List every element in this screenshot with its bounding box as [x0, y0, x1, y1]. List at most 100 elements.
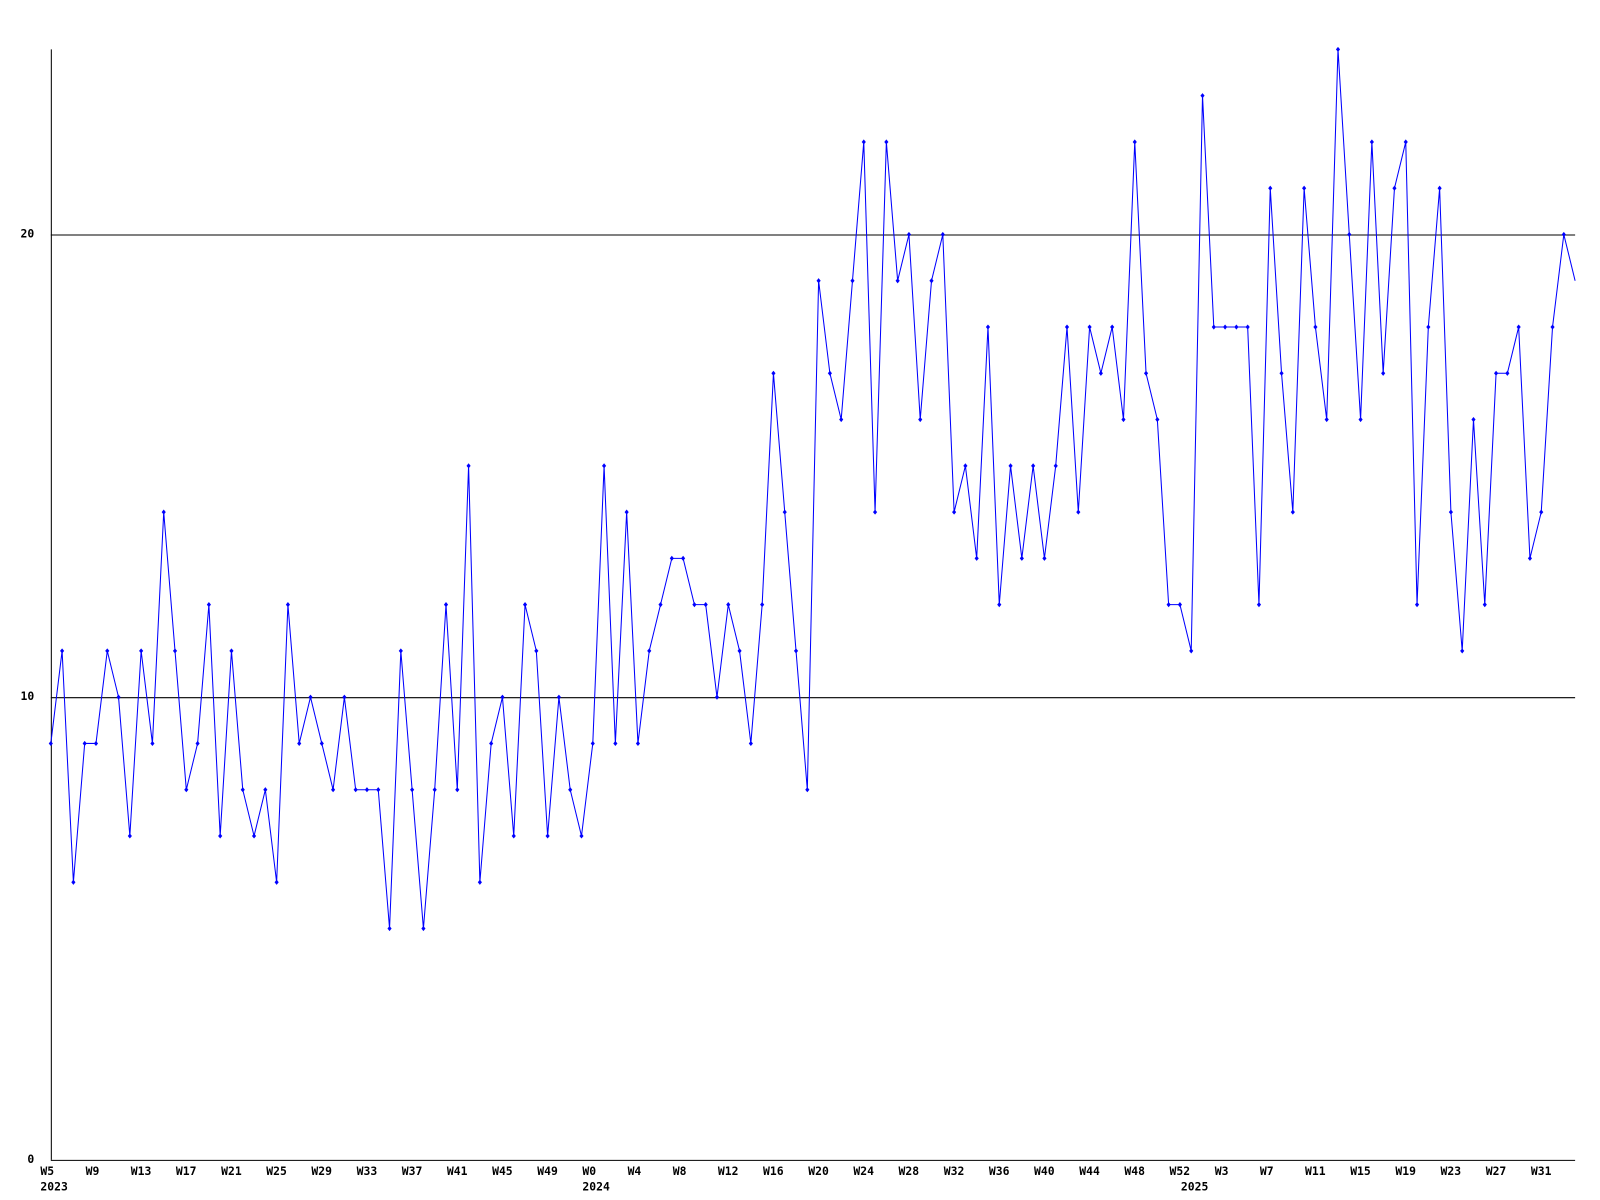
point [1460, 648, 1465, 654]
point [534, 648, 539, 654]
x-tick-label: W41 [447, 1164, 468, 1178]
point [1110, 324, 1115, 330]
point [150, 740, 155, 747]
point [1426, 324, 1431, 330]
point [1392, 185, 1397, 191]
point [1031, 463, 1036, 469]
point [748, 740, 753, 747]
y-tick-label: 10 [20, 689, 34, 703]
point [1516, 324, 1521, 330]
point [1471, 416, 1476, 423]
point [161, 509, 166, 515]
x-tick-label: W4 [628, 1164, 642, 1178]
x-tick-label: W3 [1215, 1164, 1229, 1178]
x-tick-label: W52 [1170, 1164, 1191, 1178]
x-tick-label: W0 [582, 1164, 596, 1178]
point [1143, 370, 1149, 376]
point [82, 740, 87, 747]
x-tick-label: W17 [176, 1164, 197, 1178]
line [50, 49, 1576, 929]
point [195, 740, 200, 747]
x-tick-label: W12 [718, 1164, 739, 1178]
x-tick-label: W15 [1350, 1164, 1371, 1178]
point [613, 740, 618, 747]
point [1539, 509, 1544, 515]
x-tick-label: W16 [763, 1164, 784, 1178]
x-tick-label: W33 [357, 1164, 378, 1178]
point [116, 694, 121, 700]
x-tick-label: W5 [40, 1164, 54, 1178]
point [861, 139, 866, 145]
point [1358, 416, 1363, 423]
point [229, 648, 234, 654]
point [421, 925, 426, 932]
x-tick-label: W9 [86, 1164, 100, 1178]
point [319, 740, 324, 747]
point [1132, 139, 1137, 145]
point [1245, 324, 1250, 330]
x-tick-label: W32 [944, 1164, 965, 1178]
point [1494, 370, 1499, 376]
point [1290, 509, 1295, 515]
point [590, 740, 595, 747]
point [60, 648, 65, 654]
x-tick-label: W37 [402, 1164, 423, 1178]
x-tick-label: W11 [1305, 1164, 1326, 1178]
x-year-label: 2024 [582, 1180, 610, 1194]
x-tick-label: W44 [1079, 1164, 1100, 1178]
x-tick-label: W23 [1441, 1164, 1462, 1178]
x-tick-label: W27 [1486, 1164, 1507, 1178]
point [342, 694, 347, 700]
x-tick-label: W36 [989, 1164, 1010, 1178]
x-tick-label: W20 [808, 1164, 829, 1178]
x-tick-label: W24 [853, 1164, 874, 1178]
x-tick-label: W48 [1124, 1164, 1145, 1178]
x-tick-label: W31 [1531, 1164, 1552, 1178]
point [1076, 509, 1081, 515]
x-year-label: 2023 [40, 1180, 68, 1194]
point [218, 833, 223, 839]
y-tick-label: 20 [20, 227, 34, 241]
point [1268, 185, 1273, 191]
x-year-label: 2025 [1181, 1180, 1209, 1194]
point [1369, 139, 1374, 145]
point [251, 833, 257, 839]
y-tick-label: 0 [27, 1152, 34, 1166]
point [93, 740, 99, 747]
x-tick-label: W28 [899, 1164, 920, 1178]
point [918, 416, 923, 423]
point [974, 555, 979, 561]
point [1200, 93, 1205, 99]
point [1064, 324, 1070, 330]
point [839, 416, 844, 423]
point [940, 231, 945, 238]
point [139, 648, 144, 654]
point [1347, 231, 1352, 238]
point [1189, 648, 1194, 654]
point [1437, 185, 1442, 191]
point [1527, 555, 1533, 561]
point [669, 555, 674, 561]
x-tick-label: W49 [537, 1164, 558, 1178]
point [1550, 324, 1555, 330]
point [105, 648, 110, 654]
x-tick-label: W40 [1034, 1164, 1055, 1178]
x-tick-label: W21 [221, 1164, 242, 1178]
point [1087, 324, 1092, 330]
point [172, 648, 178, 654]
point [1053, 463, 1058, 469]
x-tick-label: W45 [492, 1164, 513, 1178]
x-tick-label: W8 [673, 1164, 687, 1178]
point [1098, 370, 1103, 376]
point [1381, 370, 1386, 376]
x-tick-label: W29 [311, 1164, 332, 1178]
point [1121, 416, 1126, 423]
point [624, 509, 629, 515]
point [1313, 324, 1318, 330]
point [500, 694, 505, 700]
point [1279, 370, 1284, 376]
point [1324, 416, 1329, 423]
